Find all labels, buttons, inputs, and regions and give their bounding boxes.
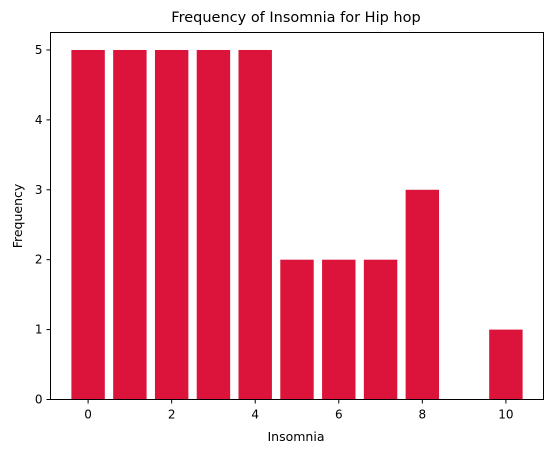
bar-3 xyxy=(196,49,231,400)
x-tick-label: 8 xyxy=(419,408,427,422)
bar-0 xyxy=(71,49,105,400)
bar-1 xyxy=(113,49,147,400)
bar-5 xyxy=(280,259,314,400)
x-ticks: 0 2 4 6 8 10 xyxy=(84,399,514,422)
y-tick-label: 5 xyxy=(35,43,43,57)
bar-2 xyxy=(154,49,189,400)
y-ticks: 0 1 2 3 4 5 xyxy=(35,43,51,407)
x-tick-label: 0 xyxy=(84,408,92,422)
y-tick-label: 1 xyxy=(35,323,43,337)
x-tick-label: 4 xyxy=(251,408,259,422)
x-tick-label: 10 xyxy=(498,408,513,422)
bars-group xyxy=(71,49,523,400)
y-tick-label: 2 xyxy=(35,253,43,267)
bar-4 xyxy=(238,49,272,400)
y-tick-label: 0 xyxy=(35,393,43,407)
plot-frame xyxy=(50,32,544,400)
chart-title: Frequency of Insomnia for Hip hop xyxy=(171,10,420,26)
y-axis-label: Frequency xyxy=(10,183,25,248)
bar-8 xyxy=(405,189,440,400)
x-tick-label: 2 xyxy=(168,408,176,422)
y-tick-label: 4 xyxy=(35,113,43,127)
bar-10 xyxy=(489,329,523,400)
y-tick-label: 3 xyxy=(35,183,43,197)
x-axis-label: Insomnia xyxy=(267,429,324,444)
bar-7 xyxy=(363,259,398,400)
x-tick-label: 6 xyxy=(335,408,343,422)
bar-6 xyxy=(322,259,356,400)
